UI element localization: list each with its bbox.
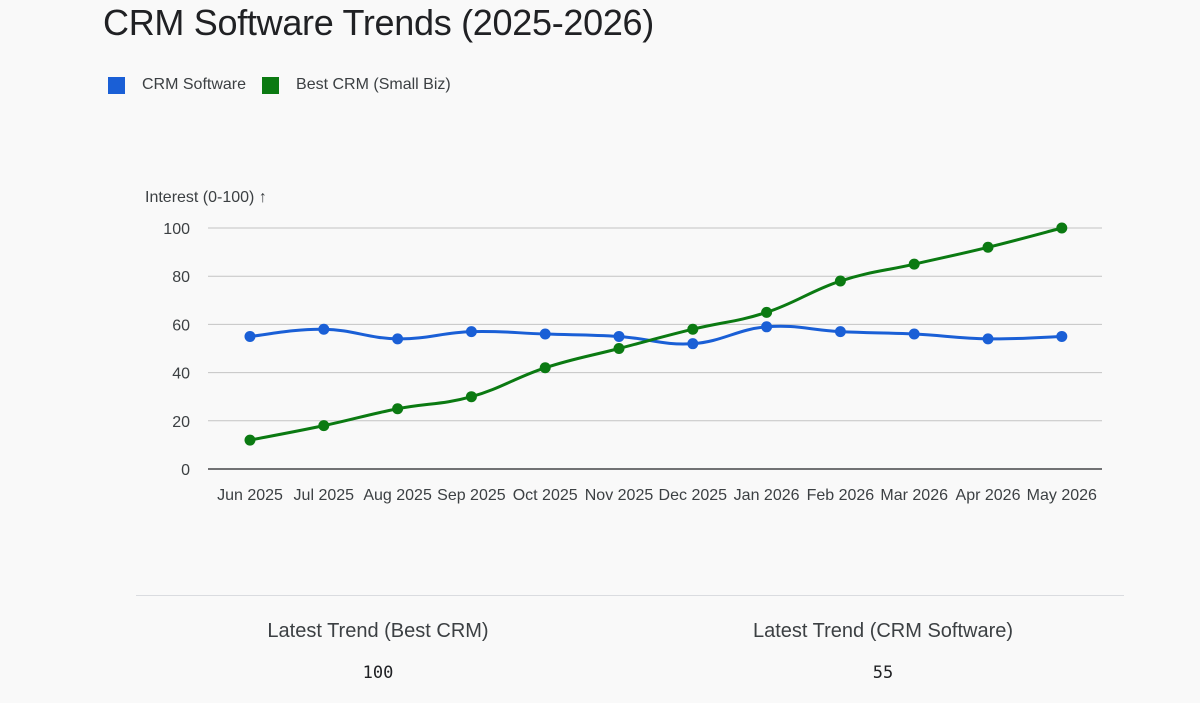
legend-item-crm-software[interactable]: CRM Software xyxy=(108,76,246,94)
y-tick-label: 20 xyxy=(172,414,190,431)
data-point-crm-software xyxy=(465,326,477,338)
y-axis-label: Interest (0-100) ↑ xyxy=(145,189,267,206)
data-point-crm-software xyxy=(834,326,846,338)
legend-swatch-best-crm xyxy=(262,76,280,94)
series-line-crm-software xyxy=(248,324,1064,346)
stat-value-crm-software: 55 xyxy=(872,663,894,683)
x-tick-label: Jul 2025 xyxy=(294,487,355,504)
data-point-crm-software xyxy=(1056,330,1068,342)
data-point-best-crm-small-biz xyxy=(908,258,920,270)
data-point-crm-software xyxy=(318,323,330,335)
series-line-best-crm-small-biz xyxy=(248,226,1064,442)
data-point-crm-software xyxy=(908,328,920,340)
data-point-best-crm-small-biz xyxy=(982,241,994,253)
x-tick-label: Jan 2026 xyxy=(734,487,800,504)
data-point-crm-software xyxy=(687,338,699,350)
legend-swatch-crm-software xyxy=(108,76,125,94)
data-point-best-crm-small-biz xyxy=(1056,222,1068,234)
data-point-crm-software xyxy=(613,330,625,342)
x-tick-label: May 2026 xyxy=(1027,487,1097,504)
y-tick-label: 100 xyxy=(163,221,190,238)
y-tick-label: 0 xyxy=(181,462,190,479)
x-tick-label: Mar 2026 xyxy=(880,487,948,504)
legend-item-best-crm[interactable]: Best CRM (Small Biz) xyxy=(262,76,451,94)
legend: CRM Software Best CRM (Small Biz) xyxy=(108,76,467,94)
data-point-best-crm-small-biz xyxy=(392,403,404,415)
data-point-best-crm-small-biz xyxy=(318,420,330,432)
stat-best-crm: Latest Trend (Best CRM) 100 xyxy=(178,620,578,683)
data-point-crm-software xyxy=(982,333,994,345)
data-point-crm-software xyxy=(539,328,551,340)
data-point-crm-software xyxy=(761,321,773,333)
data-point-best-crm-small-biz xyxy=(687,323,699,335)
stat-label-best-crm: Latest Trend (Best CRM) xyxy=(267,620,489,642)
stat-label-crm-software: Latest Trend (CRM Software) xyxy=(752,620,1014,642)
x-tick-label: Nov 2025 xyxy=(585,487,654,504)
y-tick-label: 60 xyxy=(172,317,190,334)
x-tick-label: Jun 2025 xyxy=(217,487,283,504)
y-tick-label: 40 xyxy=(172,366,190,383)
data-point-crm-software xyxy=(392,333,404,345)
line-chart: Interest (0-100) ↑ 0 20 40 60 80 100 Jun 2025 Ju… xyxy=(145,189,1102,504)
data-point-best-crm-small-biz xyxy=(539,362,551,374)
data-point-best-crm-small-biz xyxy=(761,306,773,318)
legend-label-crm-software: CRM Software xyxy=(142,76,247,93)
stat-value-best-crm: 100 xyxy=(362,663,394,683)
stat-crm-software: Latest Trend (CRM Software) 55 xyxy=(683,620,1083,683)
data-point-best-crm-small-biz xyxy=(613,343,625,354)
y-tick-label: 80 xyxy=(172,269,190,286)
x-tick-label: Apr 2026 xyxy=(956,487,1021,504)
data-point-best-crm-small-biz xyxy=(465,391,477,403)
data-point-best-crm-small-biz xyxy=(244,434,256,446)
x-tick-label: Aug 2025 xyxy=(363,487,432,504)
data-point-crm-software xyxy=(244,330,256,342)
x-tick-label: Feb 2026 xyxy=(807,487,875,504)
legend-label-best-crm: Best CRM (Small Biz) xyxy=(296,76,451,93)
x-tick-label: Sep 2025 xyxy=(437,487,506,504)
data-point-best-crm-small-biz xyxy=(834,275,846,287)
divider xyxy=(136,595,1124,596)
chart-title: CRM Software Trends (2025-2026) xyxy=(103,2,654,43)
x-tick-label: Oct 2025 xyxy=(513,487,578,504)
x-tick-label: Dec 2025 xyxy=(659,487,728,504)
